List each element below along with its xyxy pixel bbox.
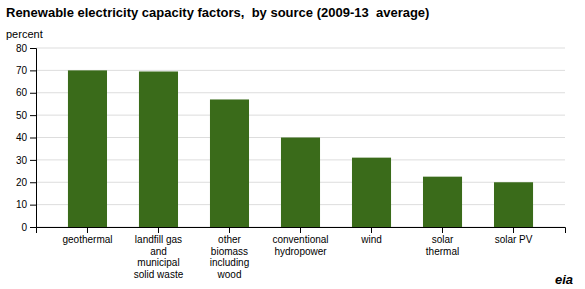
x-tick-mark (513, 227, 514, 233)
y-tick: 70 (16, 65, 36, 76)
y-tick-label: 80 (16, 43, 28, 54)
bar (68, 70, 107, 227)
y-tick-label: 0 (21, 222, 27, 233)
y-tick-mark (30, 48, 36, 49)
x-tick-mark (229, 227, 230, 233)
y-tick-label: 20 (16, 177, 28, 188)
y-tick-label: 50 (16, 110, 28, 121)
y-tick-mark (30, 182, 36, 183)
x-tick-label-line: solid waste (134, 269, 184, 280)
bar (423, 177, 462, 227)
y-tick-label: 30 (16, 155, 28, 166)
y-tick-label: 60 (16, 87, 28, 98)
x-tick: otherbiomassincludingwood (210, 227, 249, 280)
y-tick-mark (30, 93, 36, 94)
x-tick-label-line: biomass (211, 246, 248, 257)
x-tick-label-line: wood (217, 269, 242, 280)
y-tick: 10 (16, 199, 36, 210)
y-axis-label: percent (6, 28, 43, 40)
x-tick-label: conventionalhydropower (272, 234, 328, 257)
bar (352, 158, 391, 227)
bar (494, 182, 533, 227)
title: Renewable electricity capacity factors, … (6, 5, 429, 20)
grid-line (36, 115, 565, 116)
y-tick: 30 (16, 155, 36, 166)
y-tick: 40 (16, 132, 36, 143)
y-tick-mark (30, 160, 36, 161)
x-tick-mark (158, 227, 159, 233)
x-tick: solarthermal (426, 227, 459, 257)
x-tick-mark (371, 227, 372, 233)
y-tick-mark (30, 70, 36, 71)
x-tick-label: otherbiomassincludingwood (210, 234, 249, 280)
x-tick-label-line: geothermal (62, 234, 112, 245)
y-tick-mark (30, 138, 36, 139)
x-tick-label: geothermal (62, 234, 112, 245)
plot: 0 10 20 30 40 50 60 70 80 geothermal landfill gasa… (16, 43, 566, 280)
x-tick-label: solarthermal (426, 234, 459, 257)
x-tick-label: wind (360, 234, 382, 245)
y-tick-mark (30, 227, 36, 228)
bar (210, 99, 249, 227)
x-tick-label-line: landfill gas (135, 234, 182, 245)
grid-line (36, 92, 565, 93)
x-tick-mark (442, 227, 443, 233)
x-tick-mark (87, 227, 88, 233)
y-tick-mark (30, 115, 36, 116)
x-tick: conventionalhydropower (272, 227, 328, 257)
x-tick-label-line: wind (360, 234, 382, 245)
y-tick: 60 (16, 87, 36, 98)
x-tick: solar PV (495, 227, 533, 245)
x-tick-label-line: municipal (137, 257, 179, 268)
y-tick-mark (30, 205, 36, 206)
y-axis: 0 10 20 30 40 50 60 70 80 (16, 43, 37, 233)
x-tick: geothermal (62, 227, 112, 245)
y-tick-label: 70 (16, 65, 28, 76)
x-tick-label-line: conventional (272, 234, 328, 245)
x-tick: wind (360, 227, 382, 245)
annotation: eia (555, 272, 573, 287)
x-tick-label-line: and (150, 246, 167, 257)
bar (281, 138, 320, 228)
x-tick-label: solar PV (495, 234, 533, 245)
bars (68, 70, 533, 227)
x-tick-label-line: hydropower (274, 246, 327, 257)
y-tick-label: 10 (16, 199, 28, 210)
x-tick: landfill gasandmunicipalsolid waste (134, 227, 184, 280)
y-tick: 50 (16, 110, 36, 121)
bar (139, 71, 178, 227)
x-tick-label-line: solar PV (495, 234, 533, 245)
y-tick: 20 (16, 177, 36, 188)
grid-line (36, 48, 565, 49)
y-tick: 0 (21, 222, 36, 233)
grid-line (36, 70, 565, 71)
y-tick-label: 40 (16, 132, 28, 143)
x-tick-label-line: solar (432, 234, 454, 245)
x-tick-label-line: thermal (426, 246, 459, 257)
y-tick: 80 (16, 43, 36, 54)
x-axis-line (37, 228, 566, 234)
x-tick-label-line: including (210, 257, 249, 268)
chart: Renewable electricity capacity factors, … (0, 0, 585, 289)
x-tick-label: landfill gasandmunicipalsolid waste (134, 234, 184, 280)
x-tick-mark (300, 227, 301, 233)
grid (36, 48, 565, 227)
x-tick-label-line: other (218, 234, 241, 245)
y-axis-line (30, 49, 37, 228)
x-axis: geothermal landfill gasandmunicipalsolid … (37, 227, 566, 280)
